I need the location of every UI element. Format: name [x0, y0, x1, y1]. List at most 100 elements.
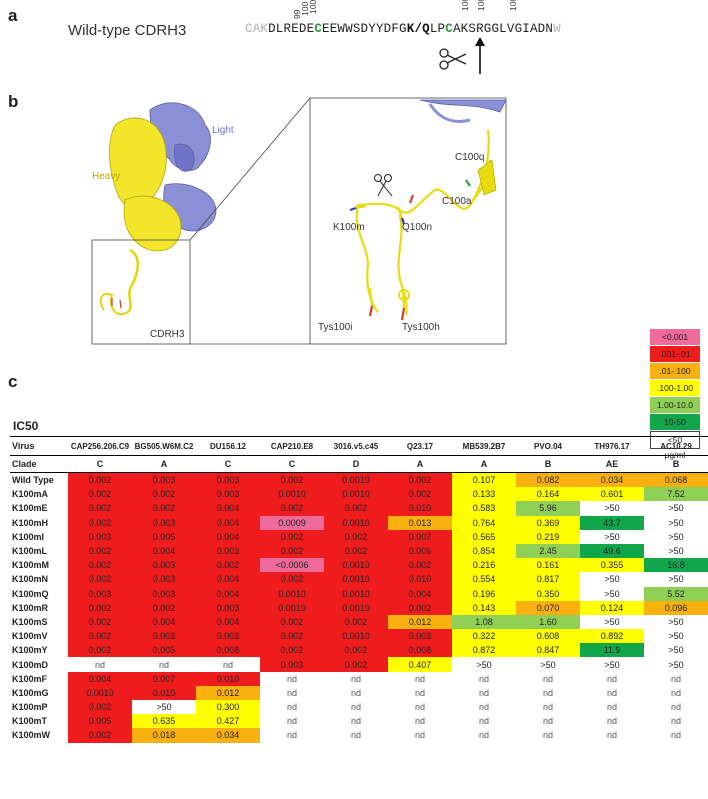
ic50-cell: 0.002: [68, 629, 132, 644]
ic50-cell: 0.010: [388, 501, 452, 516]
ic50-cell: nd: [388, 671, 452, 686]
ic50-cell: 0.003: [132, 629, 196, 644]
ic50-cell: 0.002: [132, 501, 196, 516]
cdrh3-side-chains: [111, 298, 122, 309]
ic50-cell: 0.003: [196, 543, 260, 559]
table-row: K100mT 0.005 0.635 0.427 nd nd nd nd nd nd nd: [10, 714, 708, 729]
row-label: K100mH: [12, 517, 49, 528]
row-label: K100mR: [12, 602, 49, 613]
ic50-cell: >50: [644, 629, 708, 644]
ic50-cell: 0.002: [324, 657, 388, 672]
heavy-chain-ribbon: [99, 117, 182, 316]
ic50-cell: 0.219: [516, 529, 580, 544]
ic50-cell: 0.002: [260, 643, 324, 658]
ic50-cell: 0.005: [132, 529, 196, 544]
ic50-cell: 0.583: [452, 501, 516, 516]
ic50-cell: nd: [580, 671, 644, 686]
ic50-cell: 0.0010: [260, 487, 324, 502]
ic50-cell: nd: [68, 657, 132, 672]
ic50-cell: 0.601: [580, 487, 644, 502]
legend-item: 10-50: [650, 414, 700, 430]
ic50-cell: 0.0009: [260, 515, 324, 530]
clade-cell: C: [68, 455, 132, 473]
light-chain-label: Light: [212, 125, 234, 136]
table-row: K100mQ 0.003 0.003 0.004 0.0010 0.0010 0.004 0.…: [10, 586, 708, 601]
ic50-cell: 0.003: [196, 472, 260, 488]
ic50-cell: 0.002: [68, 600, 132, 615]
ic50-cell: 0.002: [388, 472, 452, 488]
table-row: K100mA 0.002 0.002 0.003 0.0010 0.0010 0.002 0.…: [10, 487, 708, 502]
ic50-cell: >50: [452, 657, 516, 672]
clade-row: Clade C A C C D A A B AE B: [10, 455, 708, 473]
ic50-cell: 0.0010: [324, 515, 388, 530]
ic50-cell: 0.0010: [324, 472, 388, 488]
ic50-cell: 0.350: [516, 586, 580, 601]
ic50-cell: 0.004: [68, 671, 132, 686]
ic50-cell: 0.004: [132, 543, 196, 559]
ic50-cell: 1.60: [516, 614, 580, 630]
ic50-cell: nd: [644, 714, 708, 729]
cdrh3-label: CDRH3: [150, 329, 185, 340]
inset-box: [309, 97, 507, 345]
ic50-cell: 0.002: [324, 543, 388, 559]
ic50-cell: 0.0010: [324, 572, 388, 587]
k100m-label: K100m: [333, 222, 365, 233]
ic50-cell: 0.0010: [260, 586, 324, 601]
ic50-cell: >50: [516, 657, 580, 672]
ic50-cell: >50: [644, 515, 708, 530]
inset-scissors-icon: [374, 174, 393, 197]
ic50-cell: nd: [260, 700, 324, 715]
ic50-cell: 0.0010: [260, 600, 324, 615]
ic50-cell: 0.002: [260, 543, 324, 559]
ic50-cell: 0.008: [388, 643, 452, 658]
row-label: K100mE: [12, 503, 48, 514]
ic50-title: IC50: [13, 419, 39, 433]
table-row: K100mW 0.002 0.018 0.034 nd nd nd nd nd nd nd: [10, 728, 708, 743]
ic50-cell: 49.6: [580, 543, 644, 559]
table-row: K100mM 0.002 0.003 0.002 <0.0006 0.0010 0.002 0…: [10, 558, 708, 573]
ic50-cell: 0.096: [644, 600, 708, 615]
ic50-cell: 0.002: [68, 487, 132, 502]
clade-cell: B: [516, 455, 580, 473]
ic50-cell: 0.322: [452, 629, 516, 644]
cdrh3-sequence: CAKDLREDECEEWWSDYYDFGK/QLPCAKSRGGLVGIADN…: [245, 22, 561, 36]
ic50-cell: 43.7: [580, 515, 644, 530]
virus-header: CAP256.206.C9: [68, 436, 132, 456]
q100n-label: Q100n: [402, 222, 433, 233]
ic50-cell: 0.0010: [68, 685, 132, 700]
ic50-cell: nd: [260, 685, 324, 700]
ic50-cell: nd: [644, 671, 708, 686]
virus-header: DU156.12: [196, 436, 260, 456]
ic50-cell: 0.002: [68, 643, 132, 658]
ic50-cell: 0.002: [260, 472, 324, 488]
ic50-cell: 0.872: [452, 643, 516, 658]
ic50-cell: 0.002: [388, 487, 452, 502]
virus-header: AC10.29: [644, 436, 708, 456]
sequence-segment: C: [445, 22, 453, 36]
ic50-cell: 0.002: [68, 700, 132, 715]
clade-cell: A: [132, 455, 196, 473]
ic50-cell: nd: [516, 728, 580, 743]
ic50-cell: 0.003: [132, 515, 196, 530]
virus-header: MB539.2B7: [452, 436, 516, 456]
ic50-cell: nd: [388, 700, 452, 715]
ic50-cell: 0.002: [196, 558, 260, 573]
legend-item: .100-1.00: [650, 380, 700, 396]
ic50-cell: nd: [324, 685, 388, 700]
ic50-cell: 0.004: [388, 586, 452, 601]
ic50-cell: 0.003: [68, 529, 132, 544]
ic50-cell: 11.9: [580, 643, 644, 658]
ic50-cell: 0.004: [132, 614, 196, 630]
ic50-cell: 0.892: [580, 629, 644, 644]
ic50-cell: 0.034: [580, 472, 644, 488]
table-row: K100mE 0.002 0.002 0.004 0.002 0.002 0.010 0.58…: [10, 501, 708, 516]
ic50-cell: >50: [644, 614, 708, 630]
ic50-cell: nd: [516, 714, 580, 729]
row-label: K100mL: [12, 546, 48, 557]
ic50-cell: 0.070: [516, 600, 580, 615]
ic50-cell: 0.003: [196, 487, 260, 502]
ic50-cell: 0.007: [132, 671, 196, 686]
sequence-segment: EEWWSDYYDFG: [322, 22, 407, 36]
ic50-cell: 0.008: [196, 643, 260, 658]
ic50-cell: nd: [388, 685, 452, 700]
